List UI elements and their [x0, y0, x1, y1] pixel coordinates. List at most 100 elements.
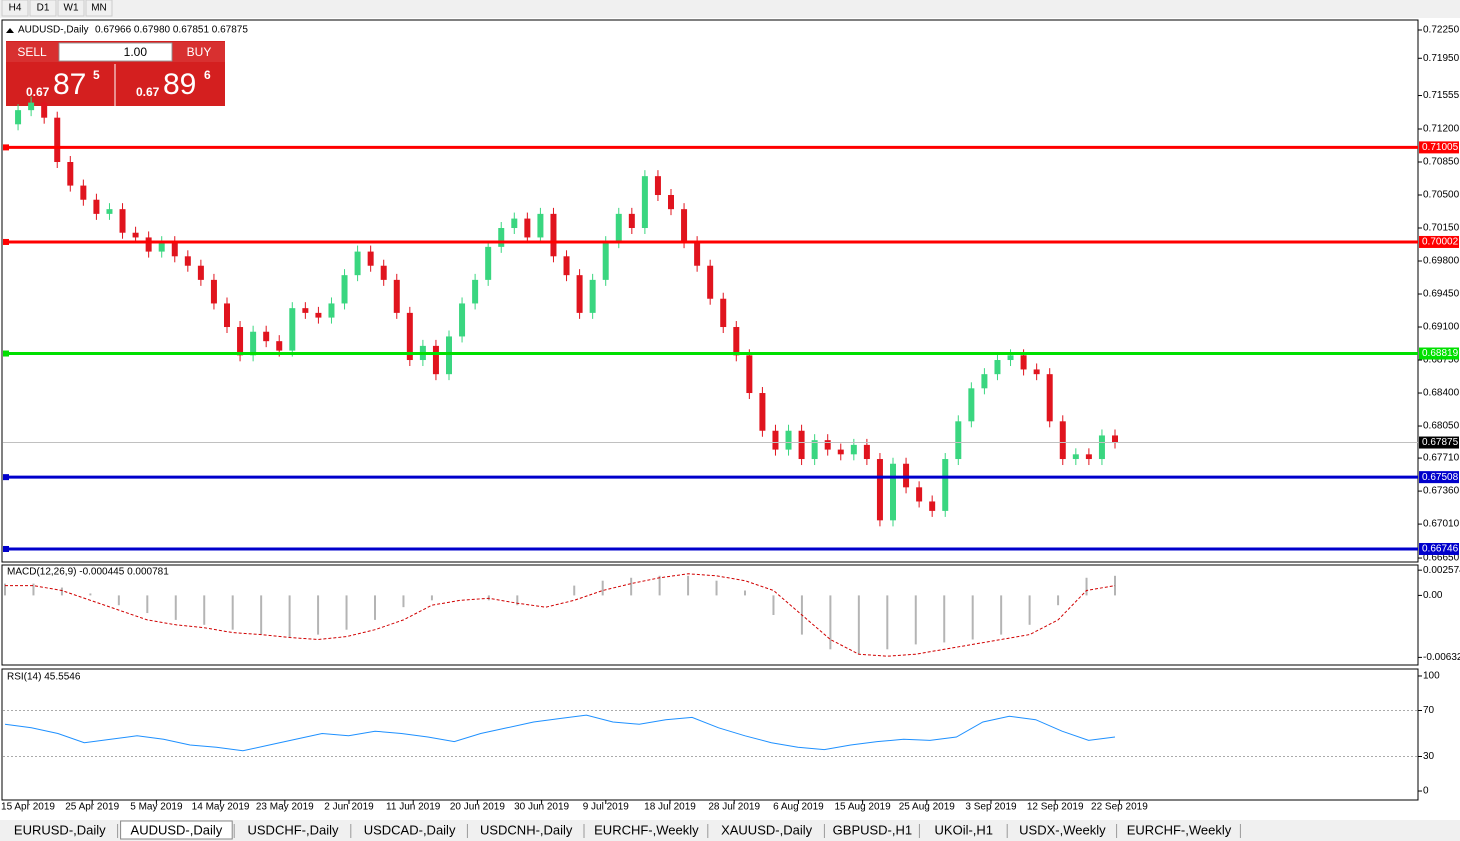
symbol-tab-bg[interactable]	[237, 822, 349, 840]
symbol-tab-label: EURCHF-,Weekly	[594, 822, 699, 837]
symbol-tab-bg[interactable]	[353, 822, 466, 840]
candle-body	[602, 242, 609, 280]
lot-input[interactable]	[58, 42, 173, 62]
candle-body	[132, 232, 139, 238]
x-tick-label: 25 Aug 2019	[899, 802, 956, 813]
y-tick-label: 0.70150	[1423, 223, 1460, 234]
symbol-tab[interactable]: UKOil-,H1	[922, 822, 1006, 840]
candle-body	[119, 209, 126, 233]
symbol-tab-bg[interactable]	[710, 822, 823, 840]
symbol-tab-label: USDCNH-,Daily	[480, 822, 573, 837]
current-price-bg	[1419, 436, 1459, 449]
level-handle[interactable]	[3, 144, 9, 151]
sell-price-main: 87	[53, 68, 86, 101]
symbol-tab-bg[interactable]	[4, 822, 116, 840]
symbol-tab[interactable]: XAUUSD-,Daily	[710, 822, 823, 840]
candle-body	[263, 331, 270, 342]
candle-body	[459, 303, 466, 337]
candle-body	[41, 102, 48, 118]
level-handle[interactable]	[3, 545, 9, 552]
symbol-tab-label: GBPUSD-,H1	[833, 822, 912, 837]
x-tick-label: 9 Jul 2019	[583, 802, 630, 813]
x-tick-label: 20 Jun 2019	[450, 802, 505, 813]
symbol-tab-label: XAUUSD-,Daily	[721, 822, 813, 837]
level-label-bg	[1419, 347, 1459, 360]
macd-signal	[5, 573, 1116, 657]
candle-body	[903, 463, 910, 488]
symbol-tab-bg[interactable]	[1010, 822, 1115, 840]
x-tick-label: 18 Jul 2019	[644, 802, 696, 813]
candle-body	[942, 459, 949, 511]
symbol-tab[interactable]: EURCHF-,Weekly	[587, 822, 706, 840]
candle-body	[576, 275, 583, 313]
candle-body	[54, 117, 61, 163]
symbol-tab[interactable]: GBPUSD-,H1	[827, 822, 918, 840]
symbol-tab-label: EURCHF-,Weekly	[1127, 822, 1232, 837]
level-label: 0.67508	[1422, 472, 1459, 483]
candle-body	[406, 312, 413, 361]
level-label: 0.68819	[1422, 348, 1459, 359]
y-tick-label: 0.67010	[1423, 519, 1460, 530]
buy-price-pip: 6	[204, 68, 211, 82]
candle-body	[367, 251, 374, 266]
candle-body	[524, 218, 531, 238]
symbol-tab-label: USDCAD-,Daily	[364, 822, 456, 837]
rsi-panel	[1, 668, 1419, 801]
symbol-tab[interactable]: USDX-,Weekly	[1010, 822, 1115, 840]
timeframe-tab[interactable]	[57, 0, 85, 17]
candle-body	[733, 327, 740, 356]
level-handle[interactable]	[3, 350, 9, 357]
x-tick-label: 25 Apr 2019	[65, 802, 119, 813]
timeframe-label: W1	[64, 3, 79, 14]
y-tick-label: 0.69450	[1423, 289, 1460, 300]
symbol-tab-bg[interactable]	[587, 822, 706, 840]
y-tick-label: 0.68050	[1423, 421, 1460, 432]
x-tick-label: 15 Aug 2019	[835, 802, 892, 813]
candle-body	[354, 251, 361, 276]
x-tick-label: 22 Sep 2019	[1091, 802, 1148, 813]
rsi-title: RSI(14) 45.5546	[7, 672, 81, 683]
candle-body	[171, 242, 178, 257]
x-tick-label: 15 Apr 2019	[1, 802, 55, 813]
x-tick-label: 14 May 2019	[192, 802, 250, 813]
candle-body	[315, 312, 322, 318]
level-handle[interactable]	[3, 238, 9, 245]
y-tick-label: 0.71950	[1423, 53, 1460, 64]
candle-body	[720, 298, 727, 328]
lot-value: 1.00	[124, 45, 148, 59]
symbol-tab[interactable]: USDCAD-,Daily	[353, 822, 466, 840]
timeframe-tab[interactable]	[29, 0, 57, 17]
candle-body	[811, 440, 818, 460]
symbol-tab[interactable]: AUDUSD-,Daily	[120, 820, 233, 840]
candle-body	[93, 199, 100, 214]
timeframe-tab[interactable]	[85, 0, 113, 17]
candle-body	[485, 246, 492, 280]
candle-body	[158, 242, 165, 252]
symbol-tab-bg[interactable]	[922, 822, 1006, 840]
symbol-tab-bg[interactable]	[1119, 822, 1239, 840]
symbol-tab[interactable]: EURCHF-,Weekly	[1119, 822, 1239, 840]
candle-body	[250, 331, 257, 356]
symbol-tab[interactable]: USDCHF-,Daily	[237, 822, 349, 840]
sell-button[interactable]	[6, 42, 58, 62]
candle-body	[380, 265, 387, 280]
trade-panel: SELL 1.00 BUY 0.67 87 5 0.67 89 6	[6, 41, 225, 106]
buy-button[interactable]	[173, 42, 225, 62]
candle-body	[446, 336, 452, 375]
symbol-tab[interactable]: EURUSD-,Daily	[4, 822, 116, 840]
y-tick-label: 0.67710	[1423, 453, 1460, 464]
y-tick-label: 0.69100	[1423, 322, 1460, 333]
level-label-bg	[1419, 542, 1459, 555]
level-handle[interactable]	[3, 474, 9, 481]
candle-body	[850, 444, 857, 455]
candle-body	[1072, 454, 1079, 460]
symbol-tab-bg[interactable]	[470, 822, 582, 840]
x-tick-label: 23 May 2019	[256, 802, 314, 813]
candle-body	[707, 265, 714, 299]
symbol-tab-bg[interactable]	[827, 822, 918, 840]
chart-title: AUDUSD-,Daily	[18, 25, 89, 36]
timeframe-tab[interactable]	[1, 0, 29, 17]
candle-body	[628, 213, 635, 229]
symbol-tab[interactable]: USDCNH-,Daily	[470, 822, 582, 840]
symbol-tab-bg[interactable]	[120, 820, 233, 840]
